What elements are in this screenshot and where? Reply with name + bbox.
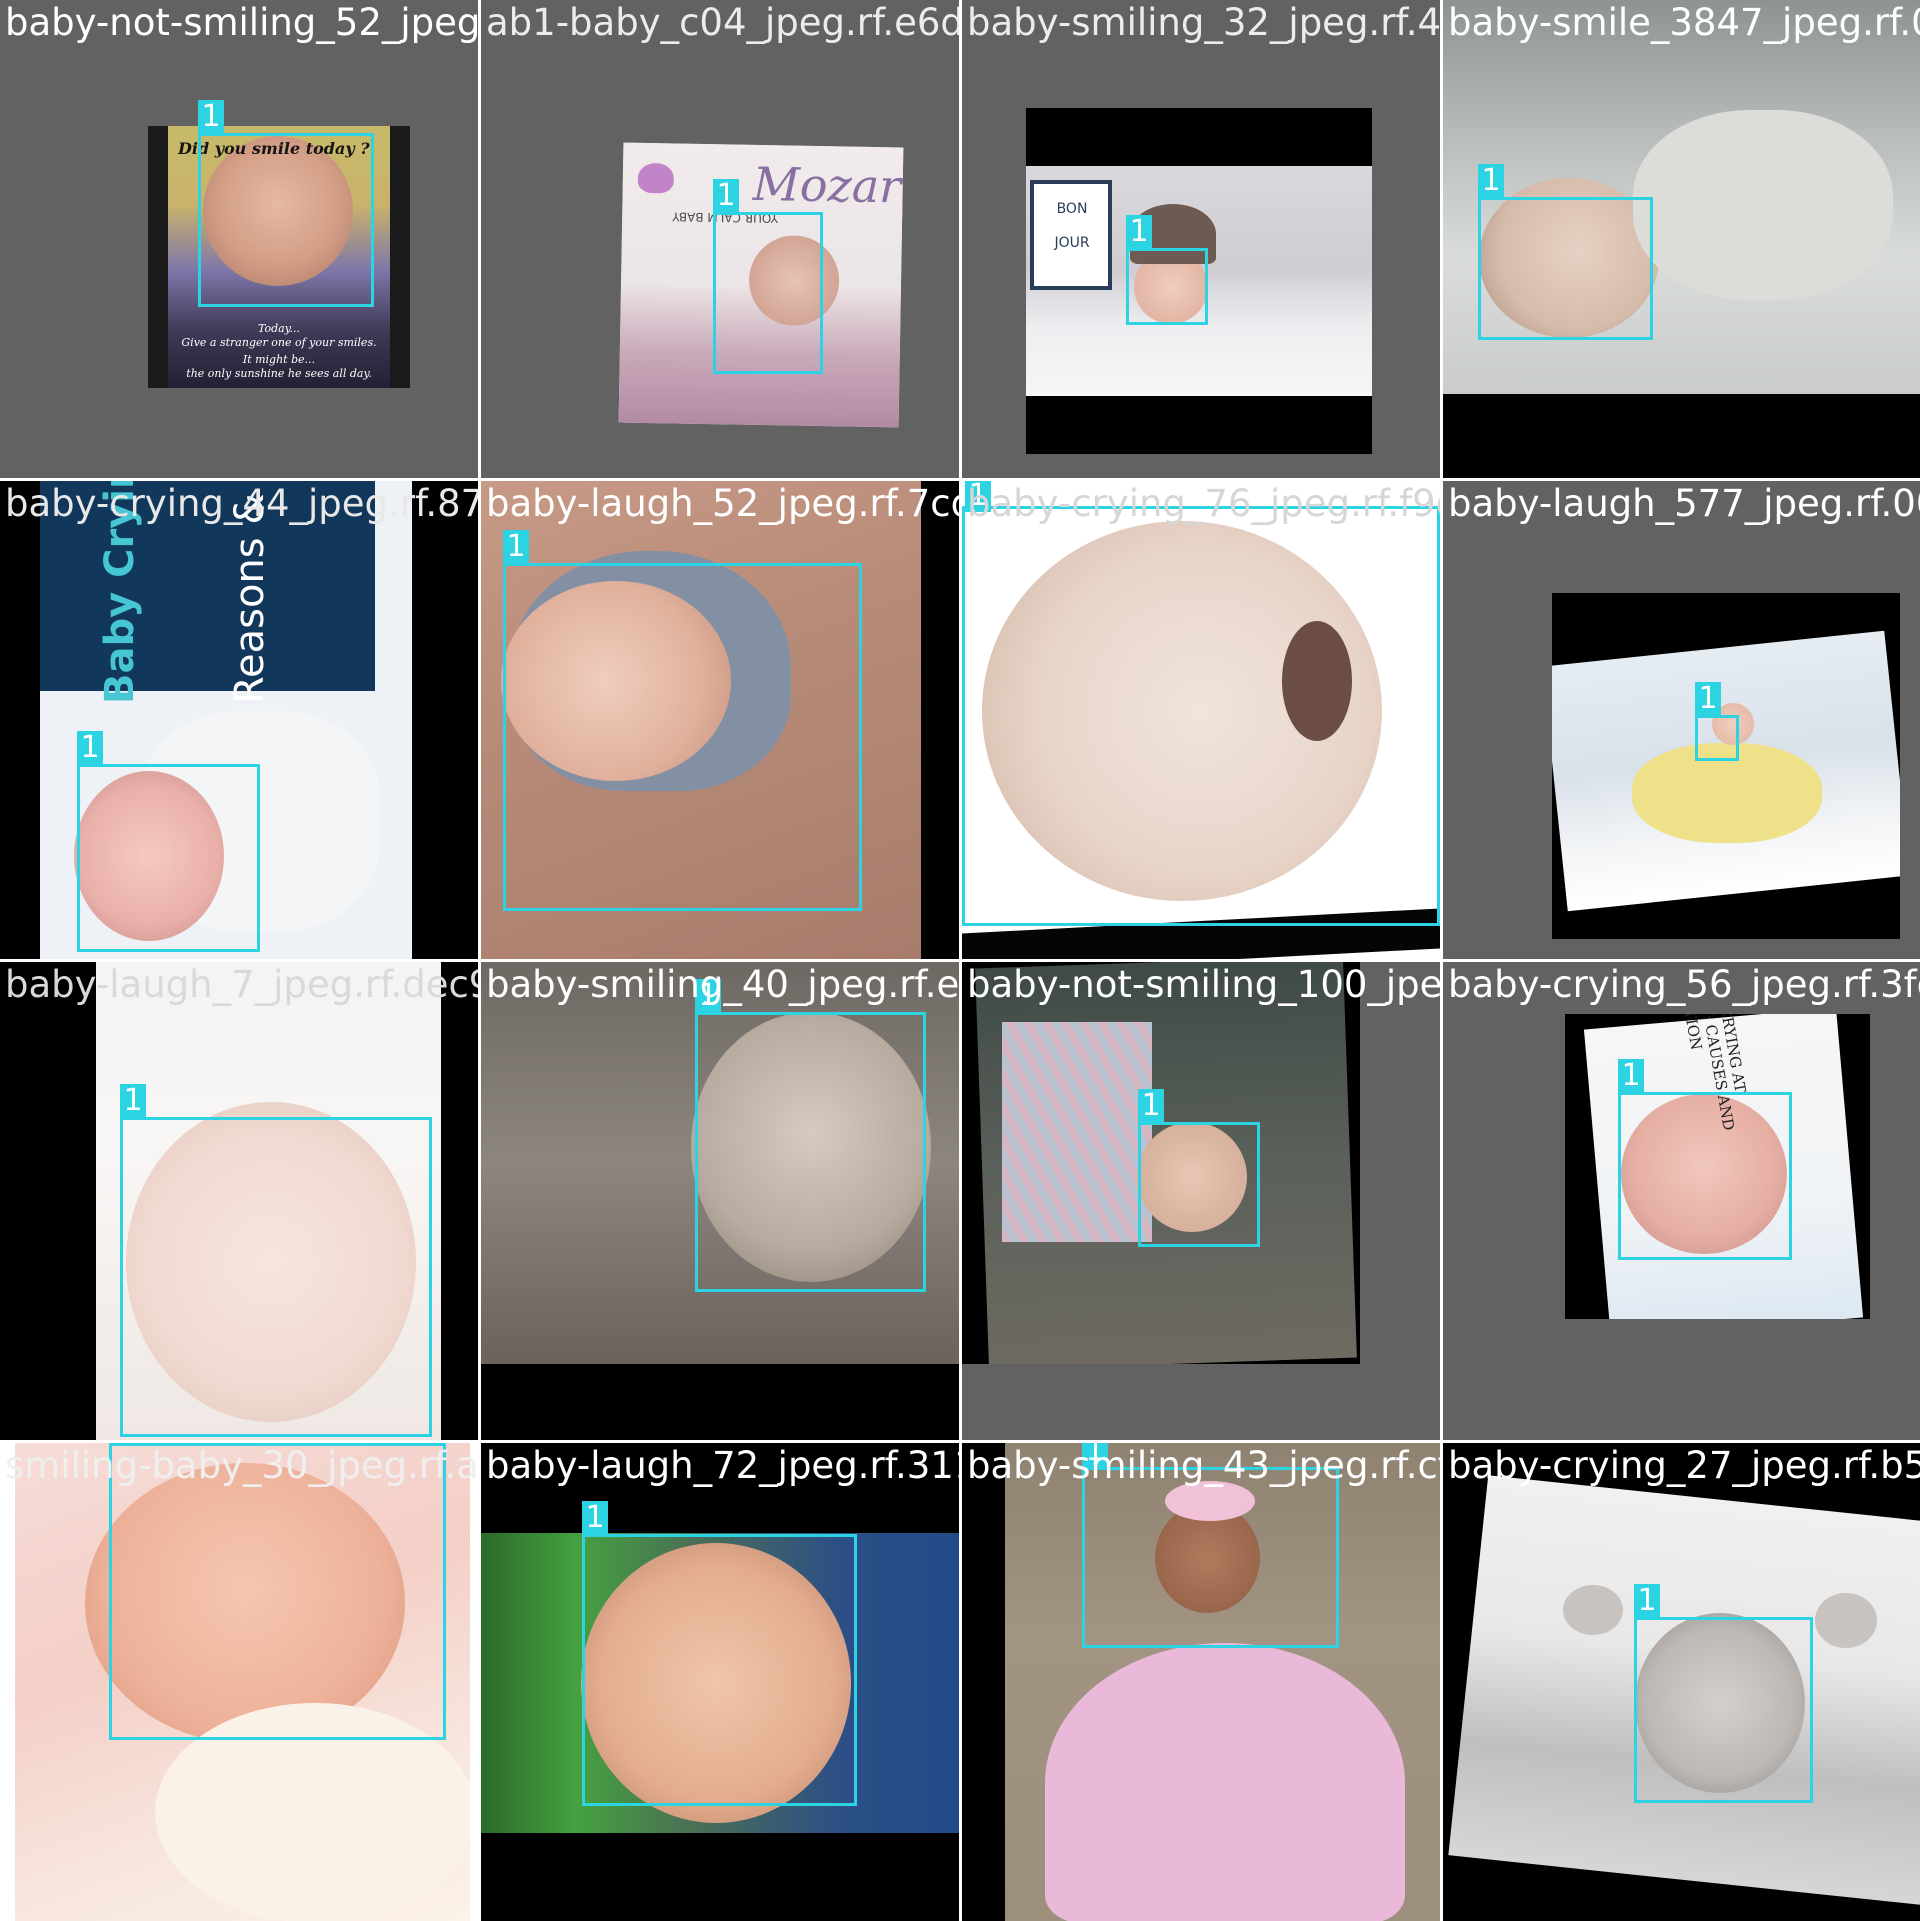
tile-filename: baby-laugh_52_jpeg.rf.7cd <box>486 481 959 527</box>
detection-box: 1 <box>1138 1122 1260 1247</box>
class-label: 1 <box>120 1084 146 1117</box>
class-label: 1 <box>198 100 224 133</box>
detection-box: 1 <box>695 1012 926 1292</box>
poster-title: Mozart <box>752 157 903 214</box>
detection-box: 1 <box>1082 1467 1339 1648</box>
image-tile: Baby Crying at Night Reasons & Solution … <box>0 481 478 959</box>
image-tile: 1 baby-laugh_52_jpeg.rf.7cd <box>481 481 959 959</box>
detection-box: 1 <box>1634 1617 1813 1803</box>
tile-filename: baby-not-smiling_100_jpeg.rf <box>967 962 1440 1008</box>
image-tile: 1 smiling-baby_30_jpeg.rf.aa <box>0 1443 478 1921</box>
image-tile: 1 baby-crying_76_jpeg.rf.f9dd4c <box>962 481 1440 959</box>
hand-left <box>1563 1585 1623 1635</box>
detection-box: 1 <box>1618 1092 1792 1260</box>
detection-box: 1 <box>198 133 374 307</box>
tile-filename: baby-crying_76_jpeg.rf.f9dd4c <box>967 481 1440 527</box>
image-canvas <box>1552 593 1900 939</box>
detection-box: 1 <box>77 764 260 952</box>
image-tile: Mozart YOUR CALM BABY 1 ab1-baby_c04_jpe… <box>481 0 959 478</box>
class-label: 1 <box>1478 164 1504 197</box>
tile-filename: baby-crying_56_jpeg.rf.3fdaa58 <box>1448 962 1920 1008</box>
tile-filename: baby-crying_27_jpeg.rf.b5cfb <box>1448 1443 1920 1489</box>
wall-sign: BON JOUR <box>1030 180 1112 290</box>
tile-filename: baby-not-smiling_52_jpeg.rf.a9b1-ba07_c0… <box>5 0 478 46</box>
tile-filename: baby-laugh_7_jpeg.rf.dec985 <box>5 962 478 1008</box>
image-tile: 1 baby-not-smiling_100_jpeg.rf <box>962 962 1440 1440</box>
poster-line: Today... <box>168 322 390 336</box>
image-tile: BON JOUR 1 baby-smiling_32_jpeg.rf.4c1 <box>962 0 1440 478</box>
detection-box: 1 <box>1126 248 1208 325</box>
pink-dress <box>1045 1643 1405 1921</box>
tile-filename: baby-laugh_577_jpeg.rf.00bd <box>1448 481 1920 527</box>
poster-line: Give a stranger one of your smiles. <box>168 336 390 350</box>
striped-blanket <box>1002 1022 1152 1242</box>
image-tile: 1 baby-laugh_7_jpeg.rf.dec985 <box>0 962 478 1440</box>
detection-box: 1 <box>1478 197 1653 340</box>
poster-line: the only sunshine he sees all day. <box>168 367 390 381</box>
class-label: 1 <box>713 179 739 212</box>
class-label: 1 <box>1695 682 1721 715</box>
class-label: 1 <box>1126 215 1152 248</box>
class-label: 1 <box>1634 1584 1660 1617</box>
class-label: 1 <box>582 1501 608 1534</box>
class-label: 1 <box>1138 1089 1164 1122</box>
image-tile: 1 baby-laugh_577_jpeg.rf.00bd <box>1443 481 1920 959</box>
detection-box: 1 <box>962 506 1440 926</box>
tile-filename: baby-smile_3847_jpeg.rf.0d24 <box>1448 0 1920 46</box>
detection-box: 1 <box>713 212 823 374</box>
poster-caption: Today... Give a stranger one of your smi… <box>168 322 390 381</box>
image-tile: 1 baby-smiling_43_jpeg.rf.cfba <box>962 1443 1440 1921</box>
image-tile: 1 baby-crying_27_jpeg.rf.b5cfb <box>1443 1443 1920 1921</box>
tile-filename: baby-smiling_40_jpeg.rf.e5fe <box>486 962 959 1008</box>
tile-filename: baby-smiling_43_jpeg.rf.cfba <box>967 1443 1440 1489</box>
detection-box: 1 <box>1695 715 1739 761</box>
tile-filename: ab1-baby_c04_jpeg.rf.e6d27 <box>486 0 959 46</box>
image-tile: BABY CRYING AT NIGHT: CAUSES AND SOLUTIO… <box>1443 962 1920 1440</box>
detection-box: 1 <box>503 563 862 911</box>
image-tile: 1 baby-laugh_72_jpeg.rf.311d <box>481 1443 959 1921</box>
tile-filename: baby-crying_44_jpeg.rf.8755 <box>5 481 478 527</box>
detection-box: 1 <box>120 1117 432 1437</box>
baby-body <box>1633 110 1893 300</box>
sign-text: BON JOUR <box>1042 192 1102 260</box>
tile-filename: baby-laugh_72_jpeg.rf.311d <box>486 1443 959 1489</box>
detection-box: 1 <box>582 1534 857 1806</box>
class-label: 1 <box>503 530 529 563</box>
class-label: 1 <box>1618 1059 1644 1092</box>
image-tile: 1 baby-smiling_40_jpeg.rf.e5fe <box>481 962 959 1440</box>
image-tile: 1 baby-smile_3847_jpeg.rf.0d24 <box>1443 0 1920 478</box>
butterfly-icon <box>638 163 675 194</box>
poster-line: It might be... <box>168 353 390 367</box>
class-label: 1 <box>77 731 103 764</box>
tile-filename: smiling-baby_30_jpeg.rf.aa <box>5 1443 478 1489</box>
tile-filename: baby-smiling_32_jpeg.rf.4c1 <box>967 0 1440 46</box>
image-tile: Did you smile today ? Today... Give a st… <box>0 0 478 478</box>
hand-right <box>1815 1593 1877 1648</box>
